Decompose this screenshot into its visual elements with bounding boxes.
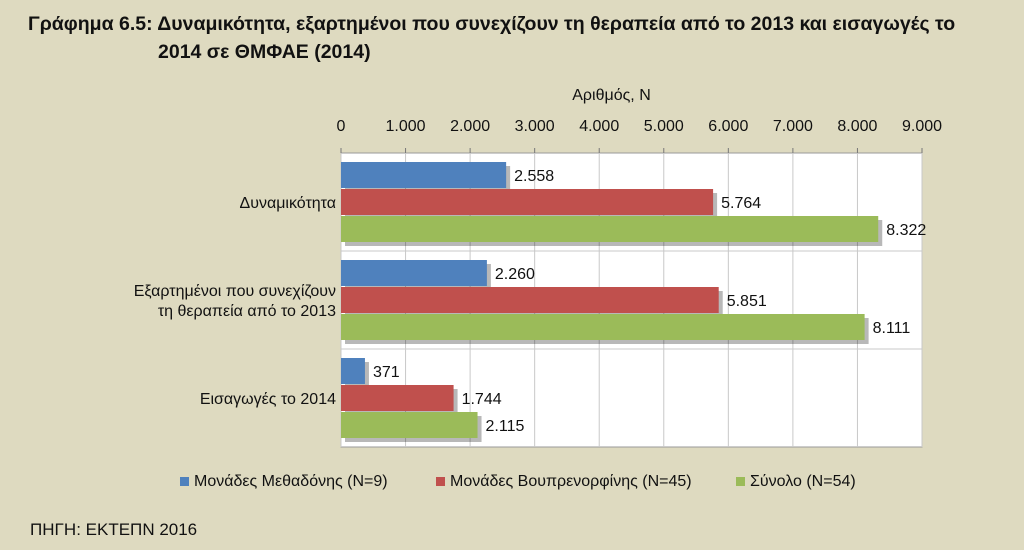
- bar: [341, 412, 478, 438]
- x-tick-label: 5.000: [644, 118, 684, 135]
- x-tick-label: 6.000: [708, 118, 748, 135]
- chart-title: Γράφημα 6.5: Δυναμικότητα, εξαρτημένοι π…: [28, 10, 1008, 66]
- bar-value-label: 2.260: [495, 266, 535, 283]
- x-tick-label: 2.000: [450, 118, 490, 135]
- category-label: Δυναμικότητα: [240, 195, 337, 212]
- bar-value-label: 8.111: [873, 320, 911, 337]
- bar-value-label: 371: [373, 364, 400, 381]
- x-tick-label: 0: [337, 118, 346, 135]
- chart-title-line1: Γράφημα 6.5: Δυναμικότητα, εξαρτημένοι π…: [28, 13, 956, 35]
- bar: [341, 189, 714, 215]
- x-tick-label: 3.000: [515, 118, 555, 135]
- x-tick-label: 9.000: [902, 118, 942, 135]
- legend-swatch: [180, 477, 189, 486]
- bar: [341, 162, 507, 188]
- legend-swatch: [736, 477, 745, 486]
- legend-label: Μονάδες Βουπρενορφίνης (N=45): [450, 473, 692, 490]
- bar: [341, 358, 365, 384]
- bar-value-label: 8.322: [886, 222, 926, 239]
- category-label: Εισαγωγές το 2014: [200, 391, 336, 408]
- x-axis-label: Αριθμός, N: [572, 87, 651, 104]
- bar-value-label: 2.558: [514, 168, 554, 185]
- x-tick-label: 8.000: [837, 118, 877, 135]
- source-note: ΠΗΓΗ: ΕΚΤΕΠΝ 2016: [30, 520, 198, 539]
- bar: [341, 287, 719, 313]
- legend-label: Σύνολο (N=54): [750, 473, 856, 490]
- chart-title-line2: 2014 σε ΘΜΦΑΕ (2014): [158, 41, 371, 63]
- bar: [341, 314, 865, 340]
- legend-label: Μονάδες Μεθαδόνης (N=9): [194, 473, 388, 490]
- bar-value-label: 2.115: [486, 418, 525, 435]
- legend-swatch: [436, 477, 445, 486]
- bar: [341, 216, 879, 242]
- x-tick-label: 4.000: [579, 118, 619, 135]
- bar: [341, 260, 487, 286]
- bar-value-label: 5.851: [727, 293, 767, 310]
- x-tick-label: 7.000: [773, 118, 813, 135]
- bar-value-label: 1.744: [462, 391, 502, 408]
- bar-value-label: 5.764: [721, 195, 761, 212]
- x-tick-label: 1.000: [386, 118, 426, 135]
- category-label: τη θεραπεία από το 2013: [158, 303, 336, 320]
- category-label: Εξαρτημένοι που συνεχίζουν: [134, 283, 336, 300]
- bar: [341, 385, 454, 411]
